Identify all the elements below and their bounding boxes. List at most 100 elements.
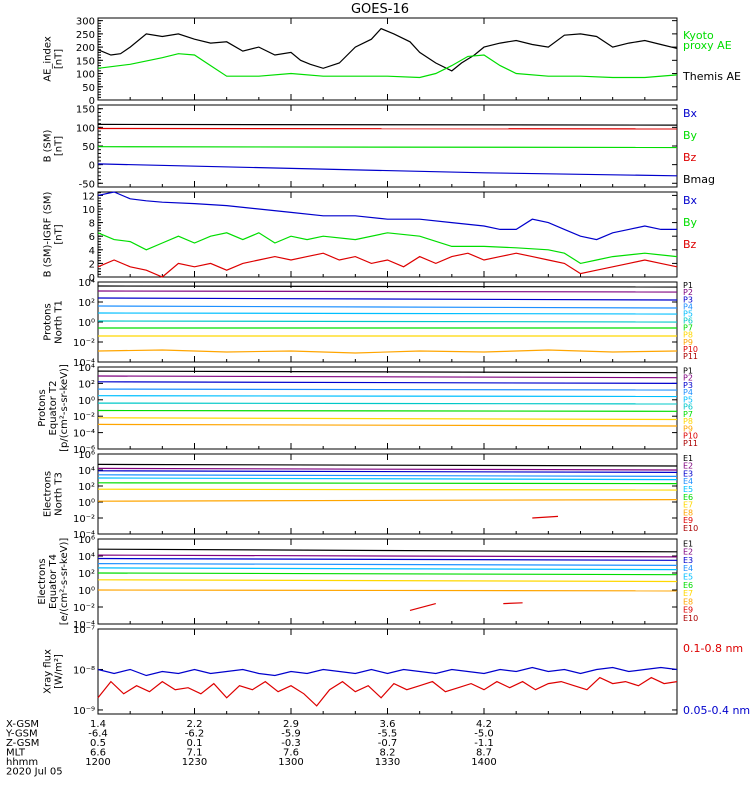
- legend-entry: E7: [683, 589, 693, 598]
- y-tick-label: 10²: [78, 482, 95, 493]
- series-line-p5: [97, 312, 678, 315]
- x-tick-value: 6.6: [90, 748, 106, 759]
- series-line-e5: [97, 567, 678, 571]
- panel-p_equator: 10⁻⁶ 10⁻⁴ 10⁻² 10⁰ 10² 10⁴ ProtonsEquator T2[p…: [37, 363, 698, 456]
- y-axis-label-line: Electrons: [43, 471, 54, 517]
- y-tick-label: 300: [76, 17, 95, 28]
- legend-entry: P9: [683, 338, 693, 347]
- legend-entry: P3: [683, 381, 693, 390]
- series-line-e4: [97, 562, 678, 567]
- x-tick-value: 8.2: [380, 748, 396, 759]
- x-tick-value: -5.0: [474, 729, 494, 740]
- series-line-p7: [97, 409, 678, 412]
- series-line-p1: [97, 370, 678, 374]
- series-line-p1: [97, 285, 678, 288]
- series-line-e1: [97, 463, 678, 467]
- series-line-p5: [97, 395, 678, 398]
- series-line-bx: [97, 163, 678, 177]
- panel-bsm: -50 0 50 100 150 B (SM)[nT] Bx By Bz Bmag: [43, 104, 715, 190]
- legend-entry: Bx: [683, 107, 698, 120]
- x-tick-value: 7.6: [283, 748, 299, 759]
- x-tick-value: 1300: [278, 757, 303, 768]
- series-line-0-1-0-8-nm: [97, 676, 678, 707]
- y-tick-label: 10⁴: [78, 466, 95, 477]
- x-tick-value: -1.1: [474, 738, 494, 749]
- panel-bsmigrf: 0 2 4 6 8 10 12 B (SM)-IGRF (SM)[nT] Bx By Bz: [43, 191, 698, 284]
- y-tick-label: 10⁰: [78, 318, 95, 329]
- y-axis-label-line: [p/(cm²-s-sr-keV)]: [59, 364, 70, 452]
- y-tick-label: 0: [89, 273, 95, 284]
- x-tick-value: 2.9: [283, 719, 299, 730]
- legend-entry: P6: [683, 403, 693, 412]
- y-tick-label: 10⁻²: [73, 514, 95, 525]
- series-line-e9b: [503, 602, 523, 605]
- legend-entry: 0.05-0.4 nm: [683, 704, 750, 717]
- legend-entry: By: [683, 129, 698, 142]
- legend-entry: P7: [683, 410, 693, 419]
- series-line-e6: [97, 572, 678, 576]
- y-axis-label-line: [nT]: [54, 224, 65, 244]
- y-axis-label-line: Protons: [37, 389, 48, 426]
- legend-entry: E9: [683, 606, 693, 615]
- series-line-p9: [97, 423, 678, 427]
- y-tick-label: 10⁶: [78, 535, 95, 546]
- y-tick-label: 10²: [78, 379, 95, 390]
- y-tick-label: -50: [79, 179, 95, 190]
- series-line-e2: [97, 467, 678, 471]
- x-tick-value: 1330: [375, 757, 400, 768]
- legend-entry: P1: [683, 281, 693, 290]
- y-axis-label-line: Xray flux: [43, 649, 54, 694]
- series-line-e4: [97, 474, 678, 477]
- x-tick-value: -5.5: [378, 729, 398, 740]
- y-tick-label: 10⁴: [78, 552, 95, 563]
- y-axis-label: B (SM)-IGRF (SM)[nT]: [43, 192, 65, 278]
- series-line-p3: [97, 381, 678, 384]
- legend-entry: E10: [683, 614, 698, 623]
- legend-entry: P5: [683, 395, 693, 404]
- legend-entry: E2: [683, 462, 693, 471]
- legend-entry: E3: [683, 556, 693, 565]
- x-row-label: hhmm: [6, 757, 38, 768]
- y-axis-label-line: [e/(cm²-s-sr-keV)]: [59, 538, 70, 626]
- legend-entry: E4: [683, 477, 693, 486]
- series-line-by: [97, 146, 678, 149]
- y-tick-label: 10⁻²: [73, 338, 95, 349]
- series-line-e1: [97, 548, 678, 553]
- series-line-e9: [532, 515, 559, 519]
- legend-entry: P5: [683, 309, 693, 318]
- y-tick-label: 10⁻⁴: [73, 620, 95, 631]
- legend-entry: E9: [683, 516, 693, 525]
- y-tick-label: 200: [76, 43, 95, 54]
- panel-xray: 10⁻⁹ 10⁻⁸ 10⁻⁷ Xray flux[W/m²] 0.1-0.8 nm 0.0…: [43, 625, 750, 717]
- series-line-p2: [97, 375, 678, 379]
- y-axis-label-line: B (SM)-IGRF (SM): [43, 192, 54, 278]
- x-tick-value: 2.2: [187, 719, 203, 730]
- y-tick-label: 10⁰: [78, 586, 95, 597]
- y-axis-label-line: North T3: [54, 472, 65, 516]
- series-line-e3: [97, 470, 678, 473]
- x-tick-value: 0.1: [187, 738, 203, 749]
- legend-entry: E7: [683, 501, 693, 510]
- y-tick-label: 6: [89, 232, 95, 243]
- y-tick-label: 10⁻⁸: [73, 665, 95, 676]
- legend-entry: Kyoto: [683, 29, 714, 42]
- x-tick-value: 1.4: [90, 719, 106, 730]
- y-tick-label: 10²: [78, 569, 95, 580]
- series-line-e3: [97, 557, 678, 561]
- y-tick-label: 10: [82, 205, 95, 216]
- legend-entry: E3: [683, 469, 693, 478]
- series-line-bz: [97, 252, 678, 278]
- y-axis-label: Xray flux[W/m²]: [43, 649, 65, 694]
- plot-title: GOES-16: [351, 2, 409, 17]
- series-line-p6: [97, 402, 678, 405]
- legend-entry: proxy AE: [683, 39, 732, 52]
- y-tick-label: 2: [89, 259, 95, 270]
- y-tick-label: 150: [76, 56, 95, 67]
- series-line-p8: [97, 417, 678, 421]
- series-line-e7: [97, 579, 678, 583]
- series-line-e8: [97, 499, 678, 502]
- y-tick-label: 10⁻⁴: [73, 530, 95, 541]
- legend-entry: P9: [683, 424, 693, 433]
